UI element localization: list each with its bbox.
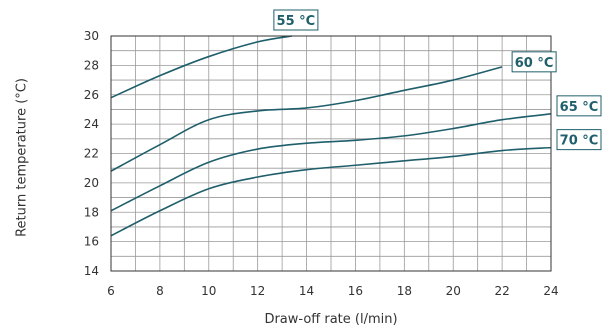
x-tick-label: 10 [201,284,216,298]
y-tick-label: 30 [84,29,99,43]
y-axis-ticks: 14 16 18 20 22 24 26 28 30 [84,29,99,278]
series-label: 70 °C [557,130,601,150]
y-tick-label: 14 [84,264,99,278]
series-label-text: 55 °C [277,14,316,29]
x-tick-label: 14 [299,284,314,298]
x-tick-label: 22 [494,284,509,298]
y-tick-label: 18 [84,205,99,219]
series-label: 60 °C [512,52,556,72]
series-label-text: 70 °C [560,134,599,149]
x-tick-label: 20 [446,284,461,298]
x-tick-label: 24 [543,284,558,298]
y-tick-label: 22 [84,147,99,161]
y-tick-label: 24 [84,117,99,131]
series-label-text: 65 °C [560,100,599,115]
x-tick-label: 16 [348,284,363,298]
y-tick-label: 28 [84,58,99,72]
x-tick-label: 6 [107,284,115,298]
series-label-text: 60 °C [515,56,554,71]
series-label: 65 °C [557,96,601,116]
x-axis-ticks: 6 8 10 12 14 16 18 20 22 24 [107,284,558,298]
y-tick-label: 20 [84,176,99,190]
series-line [111,36,292,98]
y-tick-label: 16 [84,235,99,249]
series-label: 55 °C [274,10,318,30]
x-tick-label: 8 [156,284,164,298]
x-axis-title: Draw-off rate (l/min) [264,312,397,327]
y-axis-title: Return temperature (°C) [15,78,30,237]
x-tick-label: 12 [250,284,265,298]
x-tick-label: 18 [397,284,412,298]
y-tick-label: 26 [84,88,99,102]
